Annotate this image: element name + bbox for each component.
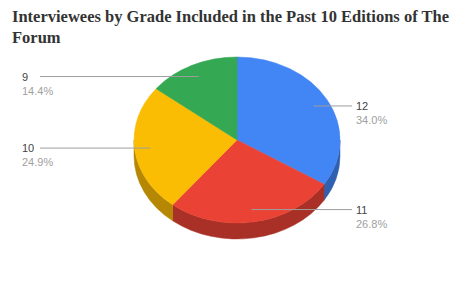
pie-top xyxy=(134,57,340,223)
leader-line xyxy=(314,105,352,106)
title-line: Forum xyxy=(12,28,61,47)
background xyxy=(0,0,475,294)
slice-label: 10 xyxy=(22,142,34,154)
slice-value: 26.8% xyxy=(356,218,387,230)
leader-line xyxy=(251,209,352,210)
slice xyxy=(156,57,237,140)
slice-label: 12 xyxy=(356,100,368,112)
leader-line xyxy=(40,76,199,77)
slice-label: 9 xyxy=(22,71,28,83)
labels: 12 34.0% 11 26.8% 10 24.9% 9 14.4% xyxy=(22,71,387,230)
slice-value: 14.4% xyxy=(22,85,53,97)
chart: Interviewees by Grade Included in the Pa… xyxy=(0,0,475,294)
title-line: Interviewees by Grade Included in the Pa… xyxy=(12,7,449,26)
slice-value: 34.0% xyxy=(356,114,387,126)
slice-value: 24.9% xyxy=(22,156,53,168)
title: Interviewees by Grade Included in the Pa… xyxy=(12,7,449,47)
leader-line xyxy=(40,148,150,149)
slice-label: 11 xyxy=(356,204,367,216)
